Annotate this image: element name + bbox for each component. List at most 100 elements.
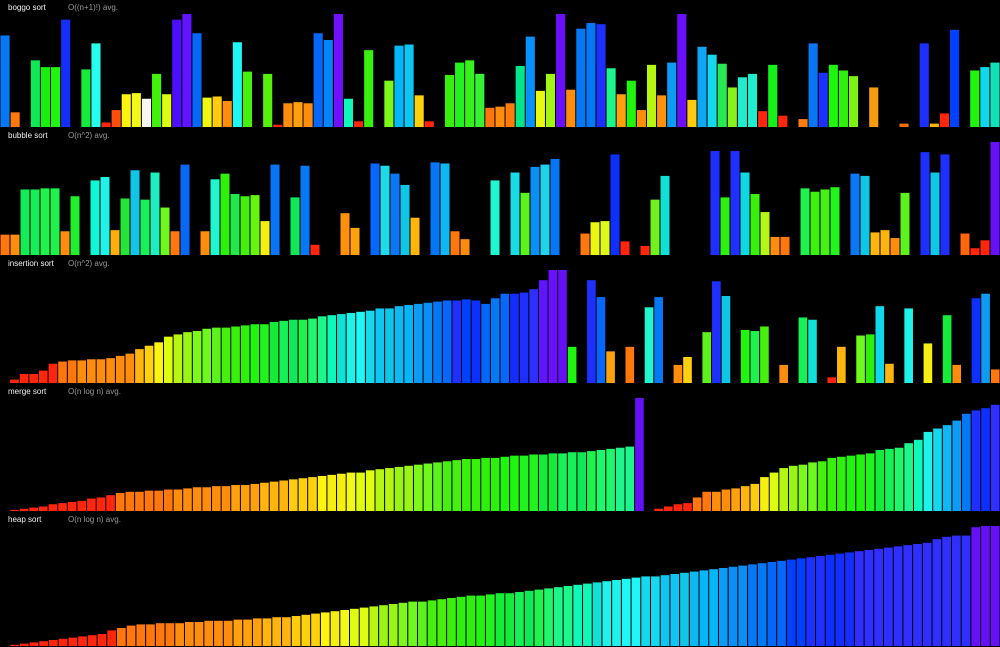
bar-0-76 [768, 64, 778, 127]
bar-0-86 [869, 87, 879, 127]
bar-2-71 [683, 357, 692, 383]
bar-1-0 [0, 234, 10, 255]
bar-2-78 [750, 331, 760, 383]
bar-1-44 [440, 163, 450, 255]
bar-0-52 [525, 36, 535, 127]
heap-sort-title: heap sort [8, 515, 42, 524]
bar-0-67 [677, 14, 687, 127]
bar-2-16 [154, 342, 163, 383]
bar-4-9 [87, 635, 97, 646]
bar-4-38 [369, 606, 379, 646]
bar-1-35 [350, 227, 360, 255]
bar-3-22 [212, 486, 221, 511]
bar-3-100 [962, 413, 971, 511]
bar-1-4 [40, 188, 50, 255]
bar-4-81 [786, 559, 796, 646]
bar-1-21 [210, 179, 220, 255]
bar-3-8 [77, 500, 87, 511]
bar-2-56 [538, 280, 548, 383]
merge-sort-panel: merge sort O(n log n) avg. [0, 384, 1000, 512]
bar-1-6 [60, 231, 70, 255]
bar-0-49 [495, 106, 505, 127]
bar-3-62 [596, 449, 606, 511]
bar-1-60 [600, 221, 610, 255]
bar-1-52 [520, 192, 530, 255]
bar-0-40 [404, 44, 414, 128]
bubble-sort-panel: bubble sort O(n^2) avg. [0, 128, 1000, 256]
bar-4-98 [951, 535, 961, 646]
bar-2-28 [269, 321, 279, 383]
bar-1-87 [870, 232, 880, 255]
bar-4-82 [796, 558, 806, 646]
bar-2-2 [19, 373, 29, 383]
bar-3-17 [163, 489, 173, 511]
bar-0-14 [141, 98, 152, 127]
bar-2-30 [288, 319, 298, 383]
bar-3-96 [923, 431, 933, 511]
bar-3-63 [606, 448, 615, 511]
bar-3-97 [933, 428, 942, 511]
bar-2-53 [510, 293, 519, 383]
bar-1-43 [430, 162, 440, 255]
bar-1-96 [960, 233, 970, 255]
bar-2-55 [529, 289, 538, 383]
bar-3-60 [577, 452, 587, 511]
bar-4-77 [748, 564, 757, 646]
bar-2-25 [240, 325, 250, 383]
bar-2-84 [808, 319, 817, 383]
bar-0-6 [61, 19, 71, 127]
bar-2-24 [231, 326, 240, 383]
bar-4-40 [388, 604, 398, 646]
bar-1-94 [940, 154, 950, 255]
bar-1-34 [340, 213, 350, 255]
bar-3-6 [58, 503, 67, 511]
bar-4-45 [437, 599, 447, 646]
bar-4-41 [398, 602, 408, 646]
bar-2-7 [67, 360, 77, 383]
boggo-sort-complexity: O((n+1)!) avg. [68, 3, 119, 12]
bar-1-59 [590, 222, 600, 255]
bar-0-10 [101, 122, 111, 127]
bar-4-101 [981, 526, 990, 646]
boggo-sort-panel: boggo sort O((n+1)!) avg. [0, 0, 1000, 128]
bar-0-56 [566, 89, 576, 127]
bar-4-67 [650, 576, 660, 646]
bar-2-42 [404, 305, 413, 383]
bar-2-47 [452, 300, 462, 383]
bar-0-16 [162, 94, 172, 127]
bar-2-1 [10, 379, 19, 383]
bar-0-39 [394, 45, 404, 127]
bar-1-97 [970, 248, 980, 255]
bar-0-15 [152, 73, 162, 127]
bar-2-41 [394, 306, 404, 383]
bar-3-27 [260, 482, 269, 511]
bar-2-91 [875, 306, 885, 383]
bar-3-92 [885, 448, 894, 511]
bar-3-31 [298, 478, 308, 511]
bar-3-43 [413, 464, 423, 511]
bar-2-3 [29, 373, 38, 383]
bar-0-46 [465, 60, 475, 127]
bar-3-25 [240, 485, 250, 511]
bar-0-33 [333, 14, 343, 127]
bar-4-61 [592, 582, 602, 646]
bar-2-4 [38, 370, 48, 383]
bar-2-86 [827, 377, 837, 383]
bar-1-45 [450, 231, 460, 255]
bar-1-75 [750, 193, 760, 255]
bar-3-93 [894, 447, 904, 511]
bar-2-21 [202, 328, 212, 383]
bar-3-73 [702, 491, 712, 511]
bar-4-78 [757, 563, 767, 646]
bar-2-13 [125, 353, 135, 383]
bar-3-30 [288, 479, 298, 511]
bar-3-21 [202, 487, 212, 511]
bar-0-77 [778, 115, 788, 127]
bar-0-36 [364, 50, 374, 127]
bar-2-49 [471, 300, 481, 383]
bar-0-84 [848, 76, 859, 127]
bar-4-8 [78, 636, 87, 646]
bar-0-21 [212, 96, 222, 127]
bar-4-30 [291, 616, 301, 646]
bar-0-75 [758, 111, 768, 127]
